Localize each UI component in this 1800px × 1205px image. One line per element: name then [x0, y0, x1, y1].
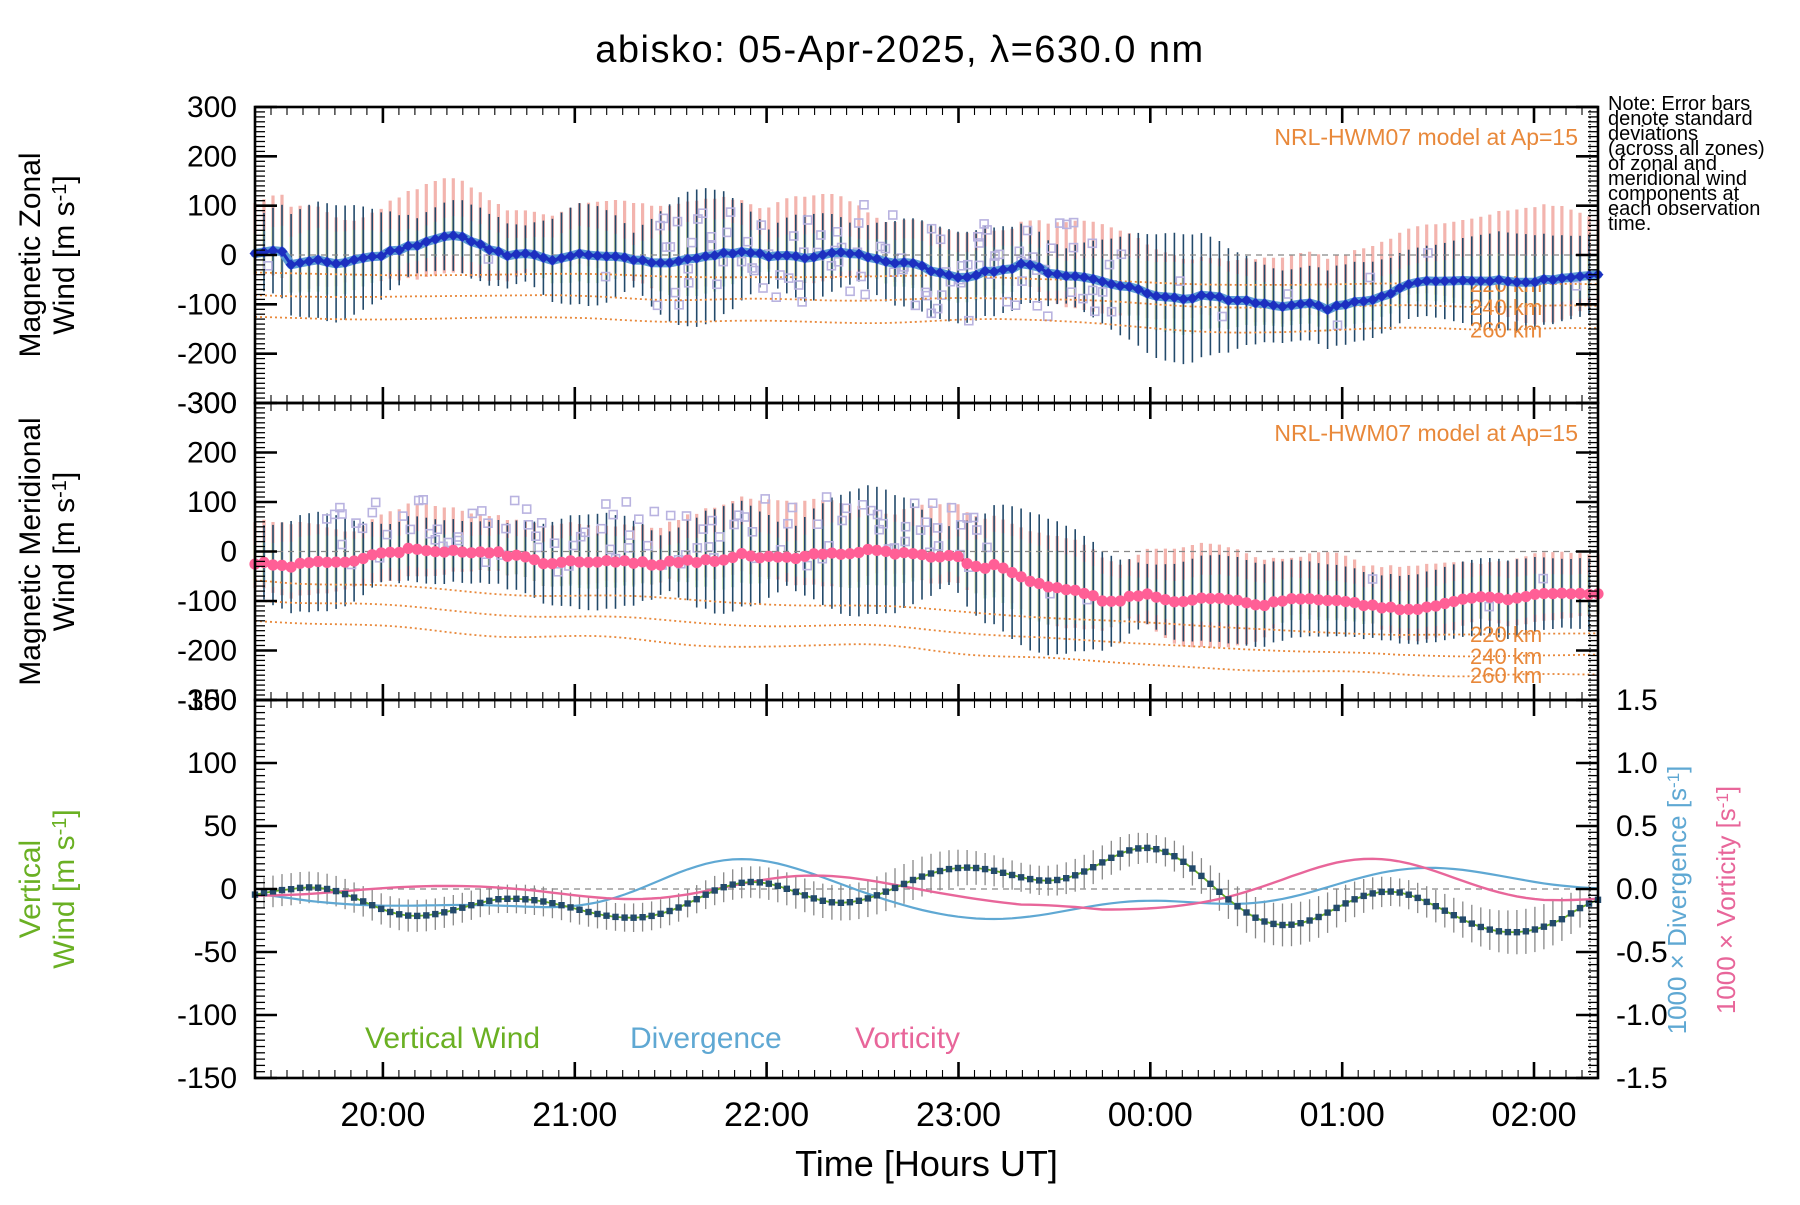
- svg-text:1.0: 1.0: [1616, 747, 1658, 780]
- svg-text:Time [Hours UT]: Time [Hours UT]: [795, 1143, 1058, 1184]
- svg-text:-1.0: -1.0: [1616, 999, 1668, 1032]
- svg-text:240 km: 240 km: [1470, 295, 1542, 320]
- svg-text:22:00: 22:00: [724, 1096, 809, 1134]
- svg-text:0: 0: [220, 873, 237, 906]
- svg-text:1000 × Vorticity [s-1]: 1000 × Vorticity [s-1]: [1711, 786, 1741, 1014]
- svg-text:-0.5: -0.5: [1616, 936, 1668, 969]
- svg-text:0.5: 0.5: [1616, 810, 1658, 843]
- svg-text:300: 300: [187, 91, 237, 124]
- svg-text:100: 100: [187, 190, 237, 223]
- svg-text:Magnetic Zonal: Magnetic Zonal: [14, 152, 47, 357]
- svg-text:50: 50: [204, 810, 237, 843]
- svg-text:150: 150: [187, 684, 237, 717]
- svg-text:1.5: 1.5: [1616, 684, 1658, 717]
- svg-text:NRL-HWM07 model at Ap=15: NRL-HWM07 model at Ap=15: [1274, 124, 1578, 150]
- svg-text:200: 200: [187, 437, 237, 470]
- svg-text:02:00: 02:00: [1491, 1096, 1576, 1134]
- svg-text:-150: -150: [177, 1062, 237, 1095]
- svg-text:00:00: 00:00: [1108, 1096, 1193, 1134]
- svg-text:Magnetic Meridional: Magnetic Meridional: [14, 417, 47, 685]
- svg-text:Divergence: Divergence: [630, 1022, 782, 1055]
- svg-text:260 km: 260 km: [1470, 663, 1542, 688]
- svg-text:-200: -200: [177, 338, 237, 371]
- svg-text:-1.5: -1.5: [1616, 1062, 1668, 1095]
- svg-text:-100: -100: [177, 999, 237, 1032]
- svg-text:Vertical: Vertical: [14, 840, 47, 938]
- svg-text:-50: -50: [194, 936, 237, 969]
- svg-text:0: 0: [220, 536, 237, 569]
- svg-text:01:00: 01:00: [1300, 1096, 1385, 1134]
- svg-text:0: 0: [220, 239, 237, 272]
- svg-text:0.0: 0.0: [1616, 873, 1658, 906]
- svg-text:-100: -100: [177, 585, 237, 618]
- svg-text:260 km: 260 km: [1470, 318, 1542, 343]
- svg-text:100: 100: [187, 486, 237, 519]
- svg-text:21:00: 21:00: [532, 1096, 617, 1134]
- svg-text:time.: time.: [1608, 213, 1651, 235]
- svg-text:23:00: 23:00: [916, 1096, 1001, 1134]
- svg-text:NRL-HWM07 model at Ap=15: NRL-HWM07 model at Ap=15: [1274, 420, 1578, 446]
- svg-text:100: 100: [187, 747, 237, 780]
- svg-text:20:00: 20:00: [340, 1096, 425, 1134]
- svg-text:200: 200: [187, 140, 237, 173]
- svg-text:1000 × Divergence [s-1]: 1000 × Divergence [s-1]: [1662, 766, 1692, 1035]
- svg-text:abisko: 05-Apr-2025, λ=630.0: abisko: 05-Apr-2025, λ=630.0 nm: [595, 29, 1204, 71]
- svg-text:300: 300: [187, 387, 237, 420]
- svg-text:-100: -100: [177, 288, 237, 321]
- svg-text:Vorticity: Vorticity: [855, 1022, 960, 1055]
- svg-text:Vertical Wind: Vertical Wind: [365, 1022, 540, 1055]
- svg-text:-200: -200: [177, 635, 237, 668]
